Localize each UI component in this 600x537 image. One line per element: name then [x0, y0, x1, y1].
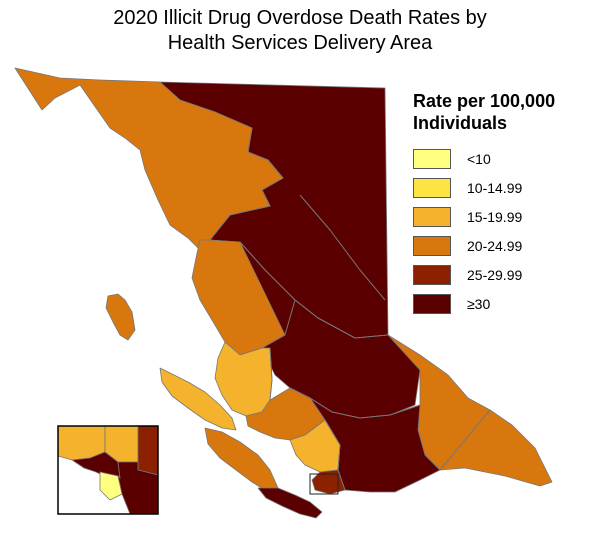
- legend-label-gte30: ≥30: [467, 295, 491, 312]
- inset-map: [57, 425, 159, 515]
- legend-label-lt10: <10: [467, 150, 491, 167]
- inset-frame: [57, 425, 159, 515]
- legend-title-line-1: Rate per 100,000: [413, 91, 556, 111]
- main-map: [14, 67, 553, 519]
- legend-item-10-14: 10-14.99: [413, 176, 593, 199]
- map-title: 2020 Illicit Drug Overdose Death Rates b…: [0, 6, 600, 56]
- inset-locator-box: [309, 473, 339, 495]
- legend-label-25-29: 25-29.99: [467, 266, 523, 283]
- region-north-island: [159, 367, 237, 431]
- region-boundaries: [209, 127, 491, 491]
- region-haida-gwaii: [105, 293, 136, 341]
- legend-swatch-10-14: [413, 177, 451, 198]
- inset-region-fraser-east: [137, 425, 159, 476]
- map-title-line-1: 2020 Illicit Drug Overdose Death Rates b…: [113, 7, 487, 29]
- legend-swatch-gte30: [413, 293, 451, 314]
- legend-swatch-15-19: [413, 206, 451, 227]
- region-south-island: [257, 487, 323, 519]
- legend-label-20-24: 20-24.99: [467, 237, 523, 254]
- inset-region-richmond: [99, 471, 123, 501]
- legend: Rate per 100,000 Individuals <10 10-14.9…: [413, 90, 593, 321]
- legend-item-20-24: 20-24.99: [413, 234, 593, 257]
- region-central-island: [204, 427, 279, 493]
- coastal-water: [150, 290, 215, 362]
- legend-label-10-14: 10-14.99: [467, 179, 523, 196]
- legend-title: Rate per 100,000 Individuals: [413, 90, 593, 134]
- legend-item-gte30: ≥30: [413, 292, 593, 315]
- inset-water: [58, 460, 100, 514]
- legend-item-15-19: 15-19.99: [413, 205, 593, 228]
- legend-swatch-25-29: [413, 264, 451, 285]
- map-title-line-2: Health Services Delivery Area: [167, 32, 433, 54]
- legend-swatch-20-24: [413, 235, 451, 256]
- legend-item-lt10: <10: [413, 147, 593, 170]
- legend-title-line-2: Individuals: [413, 113, 508, 133]
- legend-swatch-lt10: [413, 148, 451, 169]
- legend-label-15-19: 15-19.99: [467, 208, 523, 225]
- legend-item-25-29: 25-29.99: [413, 263, 593, 286]
